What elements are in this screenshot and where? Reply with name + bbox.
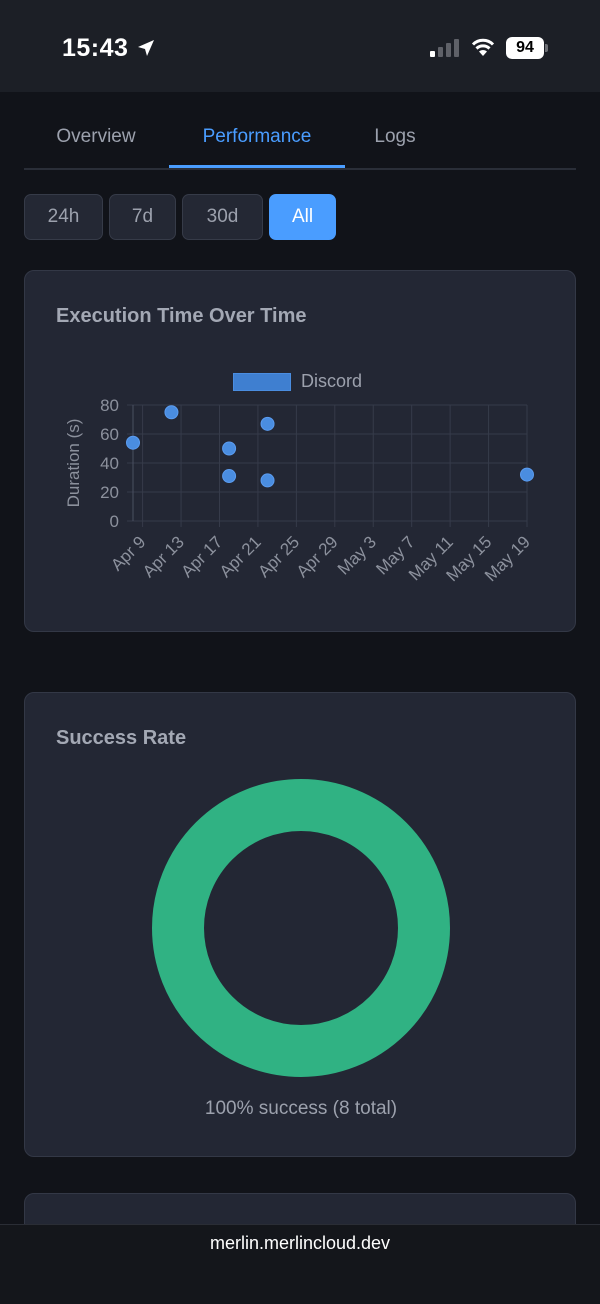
x-tick-label: Apr 13 (139, 532, 188, 581)
data-point (520, 467, 534, 482)
battery-nub (545, 44, 548, 52)
legend-label: Discord (301, 371, 363, 391)
y-tick-label: 0 (110, 512, 119, 531)
data-point (222, 441, 237, 456)
x-tick-label: Apr 21 (216, 532, 265, 581)
data-point (126, 435, 140, 450)
x-tick-label: Apr 25 (254, 532, 303, 581)
y-tick-label: 60 (100, 425, 119, 444)
success-rate-donut (152, 779, 450, 1077)
data-point (260, 416, 275, 431)
browser-address-bar[interactable]: merlin.merlincloud.dev (0, 1224, 600, 1304)
wifi-icon (471, 38, 495, 56)
data-point (164, 405, 179, 420)
x-tick-label: Apr 29 (293, 532, 342, 581)
execution-time-card: Execution Time Over Time Discord 0 20 40 60… (24, 270, 576, 632)
status-bar: 15:43 94 (0, 0, 600, 92)
range-all-button[interactable]: All (269, 194, 336, 240)
execution-time-title: Execution Time Over Time (56, 305, 307, 327)
y-tick-label: 20 (100, 483, 119, 502)
y-tick-label: 40 (100, 454, 119, 473)
success-rate-card: Success Rate 100% success (8 total) (24, 692, 576, 1157)
y-axis-title: Duration (s) (64, 419, 83, 508)
x-tick-label: Apr 17 (177, 532, 226, 581)
cellular-signal-icon (430, 39, 459, 57)
y-tick-label: 80 (100, 396, 119, 415)
url-text: merlin.merlincloud.dev (209, 1233, 391, 1253)
status-time: 15:43 (62, 34, 129, 62)
success-slice (152, 779, 450, 1077)
x-tick-label: May 3 (334, 532, 380, 578)
tab-bar: Overview Performance Logs (24, 110, 576, 170)
tab-overview[interactable]: Overview (56, 126, 136, 147)
tab-logs[interactable]: Logs (374, 126, 416, 147)
range-7d-button[interactable]: 7d (109, 194, 176, 240)
range-30d-button[interactable]: 30d (182, 194, 263, 240)
tab-performance[interactable]: Performance (169, 110, 345, 168)
range-24h-button[interactable]: 24h (24, 194, 103, 240)
success-rate-title: Success Rate (56, 727, 187, 749)
legend-swatch (233, 372, 291, 391)
success-rate-caption: 100% success (8 total) (204, 1098, 398, 1119)
chart-legend[interactable]: Discord (233, 371, 362, 392)
battery-indicator: 94 (506, 37, 544, 59)
location-arrow-icon (138, 40, 154, 56)
data-point (260, 473, 275, 488)
data-point (222, 469, 237, 484)
